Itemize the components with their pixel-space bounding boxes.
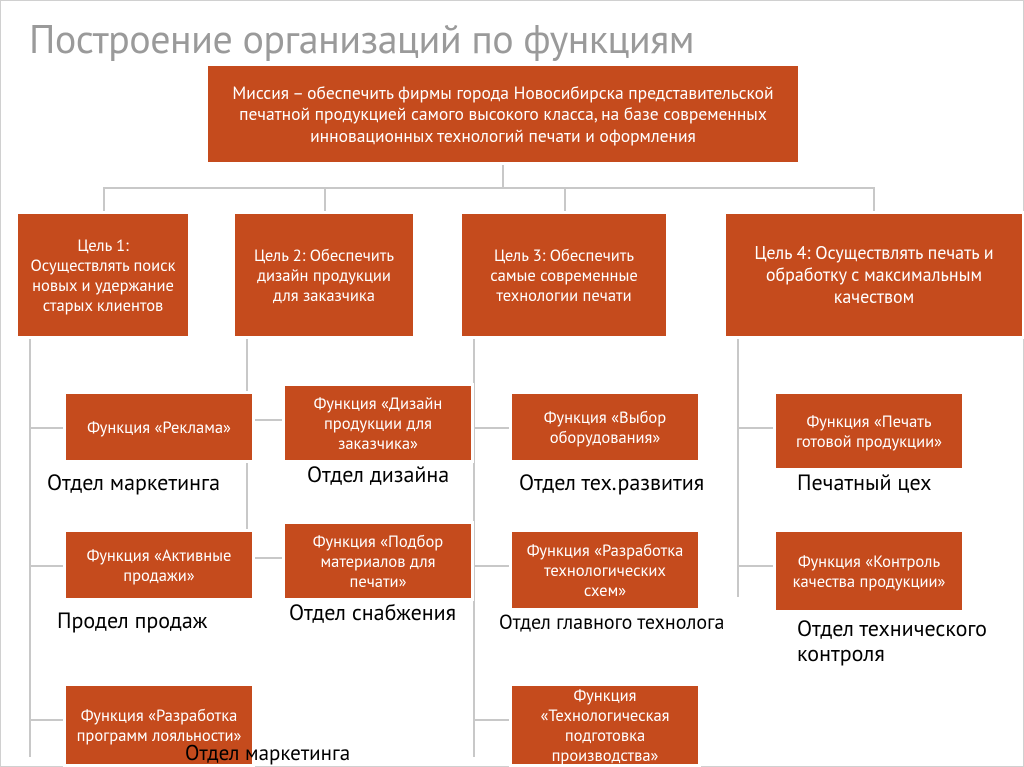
connector: [737, 565, 773, 567]
func-c1-2: Функция «Активные продажи»: [63, 529, 255, 601]
func-c4-2: Функция «Контроль качества продукции»: [773, 529, 965, 613]
page-title: Построение организаций по функциям: [29, 13, 694, 65]
goal-2: Цель 2: Обеспечить дизайн продукции для …: [232, 211, 416, 339]
connector: [324, 187, 326, 211]
func-c1-1: Функция «Реклама»: [63, 391, 255, 463]
connector: [564, 187, 566, 211]
goal-4: Цель 4: Осуществлять печать и обработку …: [723, 211, 1024, 339]
mission-box: Миссия – обеспечить фирмы города Новосиб…: [205, 63, 801, 165]
func-c2-2: Функция «Подбор материалов для печати»: [282, 521, 474, 601]
connector: [29, 565, 63, 567]
connector: [473, 719, 509, 721]
goal-1: Цель 1: Осуществлять поиск новых и удерж…: [15, 211, 191, 339]
func-c4-1: Функция «Печать готовой продукции»: [773, 391, 965, 471]
func-c2-1: Функция «Дизайн продукции для заказчика»: [282, 383, 474, 463]
connector: [873, 187, 875, 211]
dept-c1-1: Отдел маркетинга: [47, 471, 220, 496]
connector: [473, 565, 509, 567]
connector: [103, 187, 873, 189]
dept-c2-1: Отдел дизайна: [307, 463, 449, 488]
connector: [29, 427, 63, 429]
connector: [737, 339, 739, 597]
dept-c3-1: Отдел тех.развития: [519, 471, 704, 496]
func-c3-1: Функция «Выбор оборудования»: [509, 391, 701, 463]
connector: [29, 339, 31, 757]
dept-c2-2: Отдел снабжения: [289, 601, 456, 626]
dept-c4-2: Отдел технического контроля: [797, 617, 1024, 668]
connector: [29, 719, 63, 721]
dept-c4-1: Печатный цех: [797, 471, 932, 496]
connector: [103, 187, 105, 211]
diagram-root: Построение организаций по функциям Мисси…: [0, 0, 1024, 767]
connector: [502, 165, 504, 187]
dept-c1-2: Продел продаж: [57, 609, 207, 634]
dept-c1-3: Отдел маркетинга: [185, 741, 350, 765]
connector: [737, 427, 773, 429]
connector: [473, 427, 509, 429]
goal-3: Цель 3: Обеспечить самые современные тех…: [459, 211, 669, 339]
dept-c3-2: Отдел главного технолога: [499, 611, 724, 634]
func-c3-2: Функция «Разработка технологических схем…: [509, 529, 701, 611]
func-c3-3: Функция «Технологическая подготовка прои…: [509, 683, 701, 767]
